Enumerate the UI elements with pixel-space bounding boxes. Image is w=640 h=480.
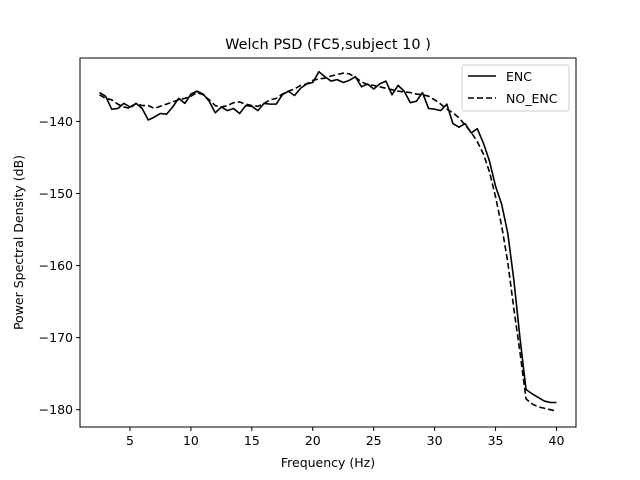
plot-area — [79, 57, 577, 428]
y-tick-label: −160 — [39, 258, 73, 273]
chart-title: Welch PSD (FC5,subject 10 ) — [225, 37, 431, 53]
x-tick-label: 35 — [488, 433, 504, 448]
y-tick-label: −180 — [39, 402, 73, 417]
y-tick-label: −140 — [39, 114, 73, 129]
y-tick-label: −170 — [39, 330, 73, 345]
y-tick-label: −150 — [39, 186, 73, 201]
x-axis-label: Frequency (Hz) — [281, 455, 375, 470]
series-line-enc — [99, 70, 557, 404]
x-tick-label: 10 — [183, 433, 199, 448]
x-tick-label: 40 — [549, 433, 565, 448]
x-tick-label: 15 — [244, 433, 260, 448]
legend-label-no-enc: NO_ENC — [506, 91, 558, 106]
series-layer — [99, 70, 557, 412]
series-line-no-enc — [99, 72, 557, 412]
legend-label-enc: ENC — [506, 69, 532, 84]
x-axis-ticks: 5 10 15 20 25 30 35 40 — [126, 427, 565, 448]
x-tick-label: 30 — [427, 433, 443, 448]
axes-frame — [79, 57, 577, 428]
x-tick-label: 25 — [366, 433, 382, 448]
x-tick-label: 20 — [305, 433, 321, 448]
x-tick-label: 5 — [126, 433, 134, 448]
legend: ENC NO_ENC — [461, 64, 570, 112]
y-axis-ticks: −180 −170 −160 −150 −140 — [39, 114, 80, 417]
y-axis-label: Power Spectral Density (dB) — [11, 155, 26, 330]
